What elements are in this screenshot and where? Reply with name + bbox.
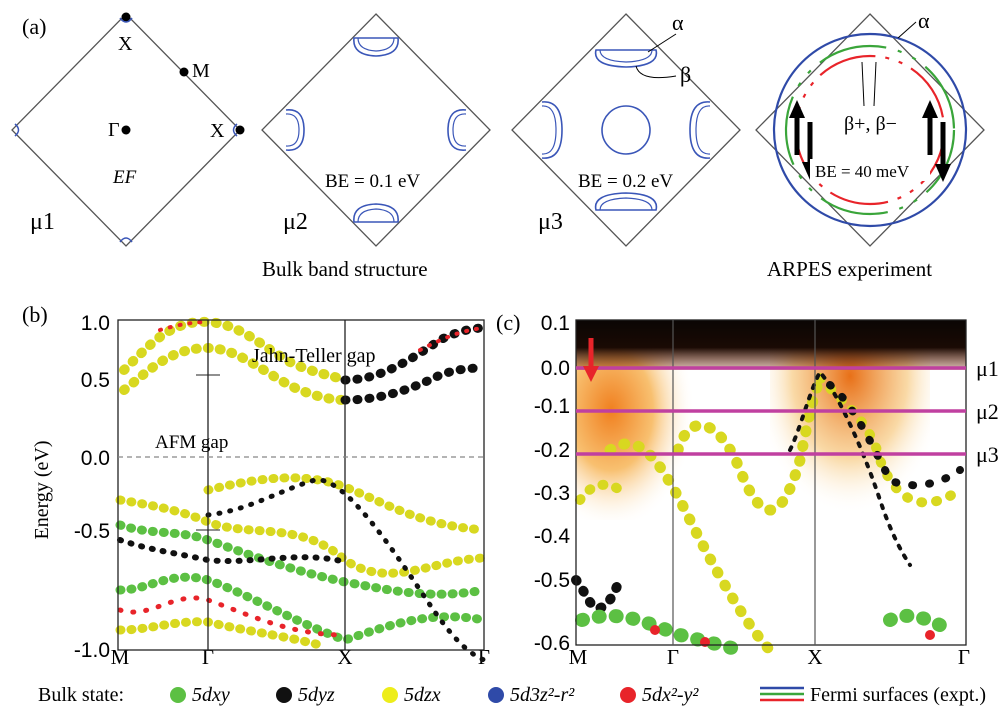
mu1-label: μ1	[30, 209, 55, 235]
dot-icon	[488, 687, 504, 703]
b-xtick: Γ	[202, 645, 214, 669]
c-ytick: -0.6	[534, 632, 570, 655]
c-mu2: μ2	[976, 399, 999, 424]
fs-mu1: X M Γ X EF μ1	[11, 12, 245, 247]
c-ytick: 0.1	[541, 312, 570, 335]
legend-item-dyz: 5dyz	[276, 684, 335, 707]
panel-c: (c) 0.1 0.0 -0.1 -0.2 -0.3 -0.4 -0.5 -0.…	[496, 310, 999, 669]
panel-b-xticks: M Γ X Γ	[111, 645, 490, 669]
fs-mu3: α β BE = 0.2 eV μ3	[511, 10, 741, 247]
dot-icon	[170, 687, 186, 703]
mu3-alpha: α	[672, 10, 684, 35]
panel-c-label: (c)	[496, 310, 520, 335]
mu3-be: BE = 0.2 eV	[578, 171, 673, 192]
caption-arpes: ARPES experiment	[767, 257, 932, 281]
c-ytick: -0.1	[534, 395, 570, 418]
b-ytick: 1.0	[81, 312, 110, 335]
mu3-beta: β	[680, 62, 691, 87]
panel-b: (b) 1.0 0.5 0.0 -0.5 -1.0 Energy (eV) M …	[22, 302, 490, 669]
b-ytick: 0.0	[81, 447, 110, 470]
fs-lines-icon	[760, 686, 804, 702]
point-m: M	[192, 60, 210, 82]
c-ytick: -0.5	[534, 569, 570, 592]
legend-item-d3z2: 5d3z²-r²	[488, 684, 574, 707]
fs-arpes: α β+, β− BE = 40 meV	[755, 8, 985, 247]
legend-item-dxy: 5dxy	[170, 684, 230, 707]
legend-item-fs: Fermi surfaces (expt.)	[760, 684, 986, 707]
c-xtick: Γ	[958, 645, 970, 669]
fs-mu2: BE = 0.1 eV μ2	[261, 13, 491, 247]
c-mu1: μ1	[976, 356, 999, 381]
b-ytick: -0.5	[74, 520, 110, 543]
panel-b-yticks: 1.0 0.5 0.0 -0.5 -1.0	[74, 312, 110, 662]
panel-b-bands	[115, 316, 489, 663]
mu2-label: μ2	[283, 209, 308, 235]
c-ytick: 0.0	[541, 357, 570, 380]
arpes-beta: β+, β−	[844, 113, 897, 135]
arpes-alpha: α	[918, 8, 930, 33]
dot-icon	[276, 687, 292, 703]
b-ytick: 0.5	[81, 369, 110, 392]
c-xtick: X	[807, 645, 822, 669]
arpes-be: BE = 40 meV	[815, 162, 910, 181]
legend-prefix: Bulk state:	[38, 684, 125, 706]
dot-icon	[620, 687, 636, 703]
b-xtick: X	[337, 645, 352, 669]
b-ylabel: Energy (eV)	[31, 440, 53, 539]
c-ytick: -0.4	[534, 525, 571, 548]
c-xtick: Γ	[667, 645, 679, 669]
c-xtick: M	[569, 645, 588, 669]
legend-item-dx2y2: 5dx²-y²	[620, 684, 698, 707]
b-annot-afm: AFM gap	[155, 432, 228, 453]
panel-b-label: (b)	[22, 302, 48, 327]
point-x-right: X	[210, 120, 225, 142]
panel-c-yticks: 0.1 0.0 -0.1 -0.2 -0.3 -0.4 -0.5 -0.6	[534, 312, 571, 655]
dot-icon	[382, 687, 398, 703]
b-ytick: -1.0	[74, 639, 110, 662]
b-xtick: M	[111, 645, 130, 669]
c-ytick: -0.2	[534, 439, 570, 462]
b-annot-jt: Jahn-Teller gap	[252, 345, 376, 367]
legend-item-dzx: 5dzx	[382, 684, 441, 707]
c-ytick: -0.3	[534, 482, 570, 505]
caption-bulk: Bulk band structure	[262, 257, 428, 281]
panel-a: (a) X M Γ X EF μ1 BE = 0.1 eV μ2	[11, 8, 985, 281]
ef-label: EF	[112, 167, 137, 188]
b-xtick: Γ	[478, 645, 490, 669]
mu2-be: BE = 0.1 eV	[325, 171, 420, 192]
c-mu3: μ3	[976, 442, 999, 467]
mu-level-lines	[576, 366, 966, 456]
panel-a-label: (a)	[22, 14, 46, 39]
point-x-top: X	[118, 33, 133, 55]
mu3-label: μ3	[538, 209, 563, 235]
point-gamma: Γ	[108, 119, 120, 141]
panel-c-xticks: M Γ X Γ	[569, 645, 970, 669]
